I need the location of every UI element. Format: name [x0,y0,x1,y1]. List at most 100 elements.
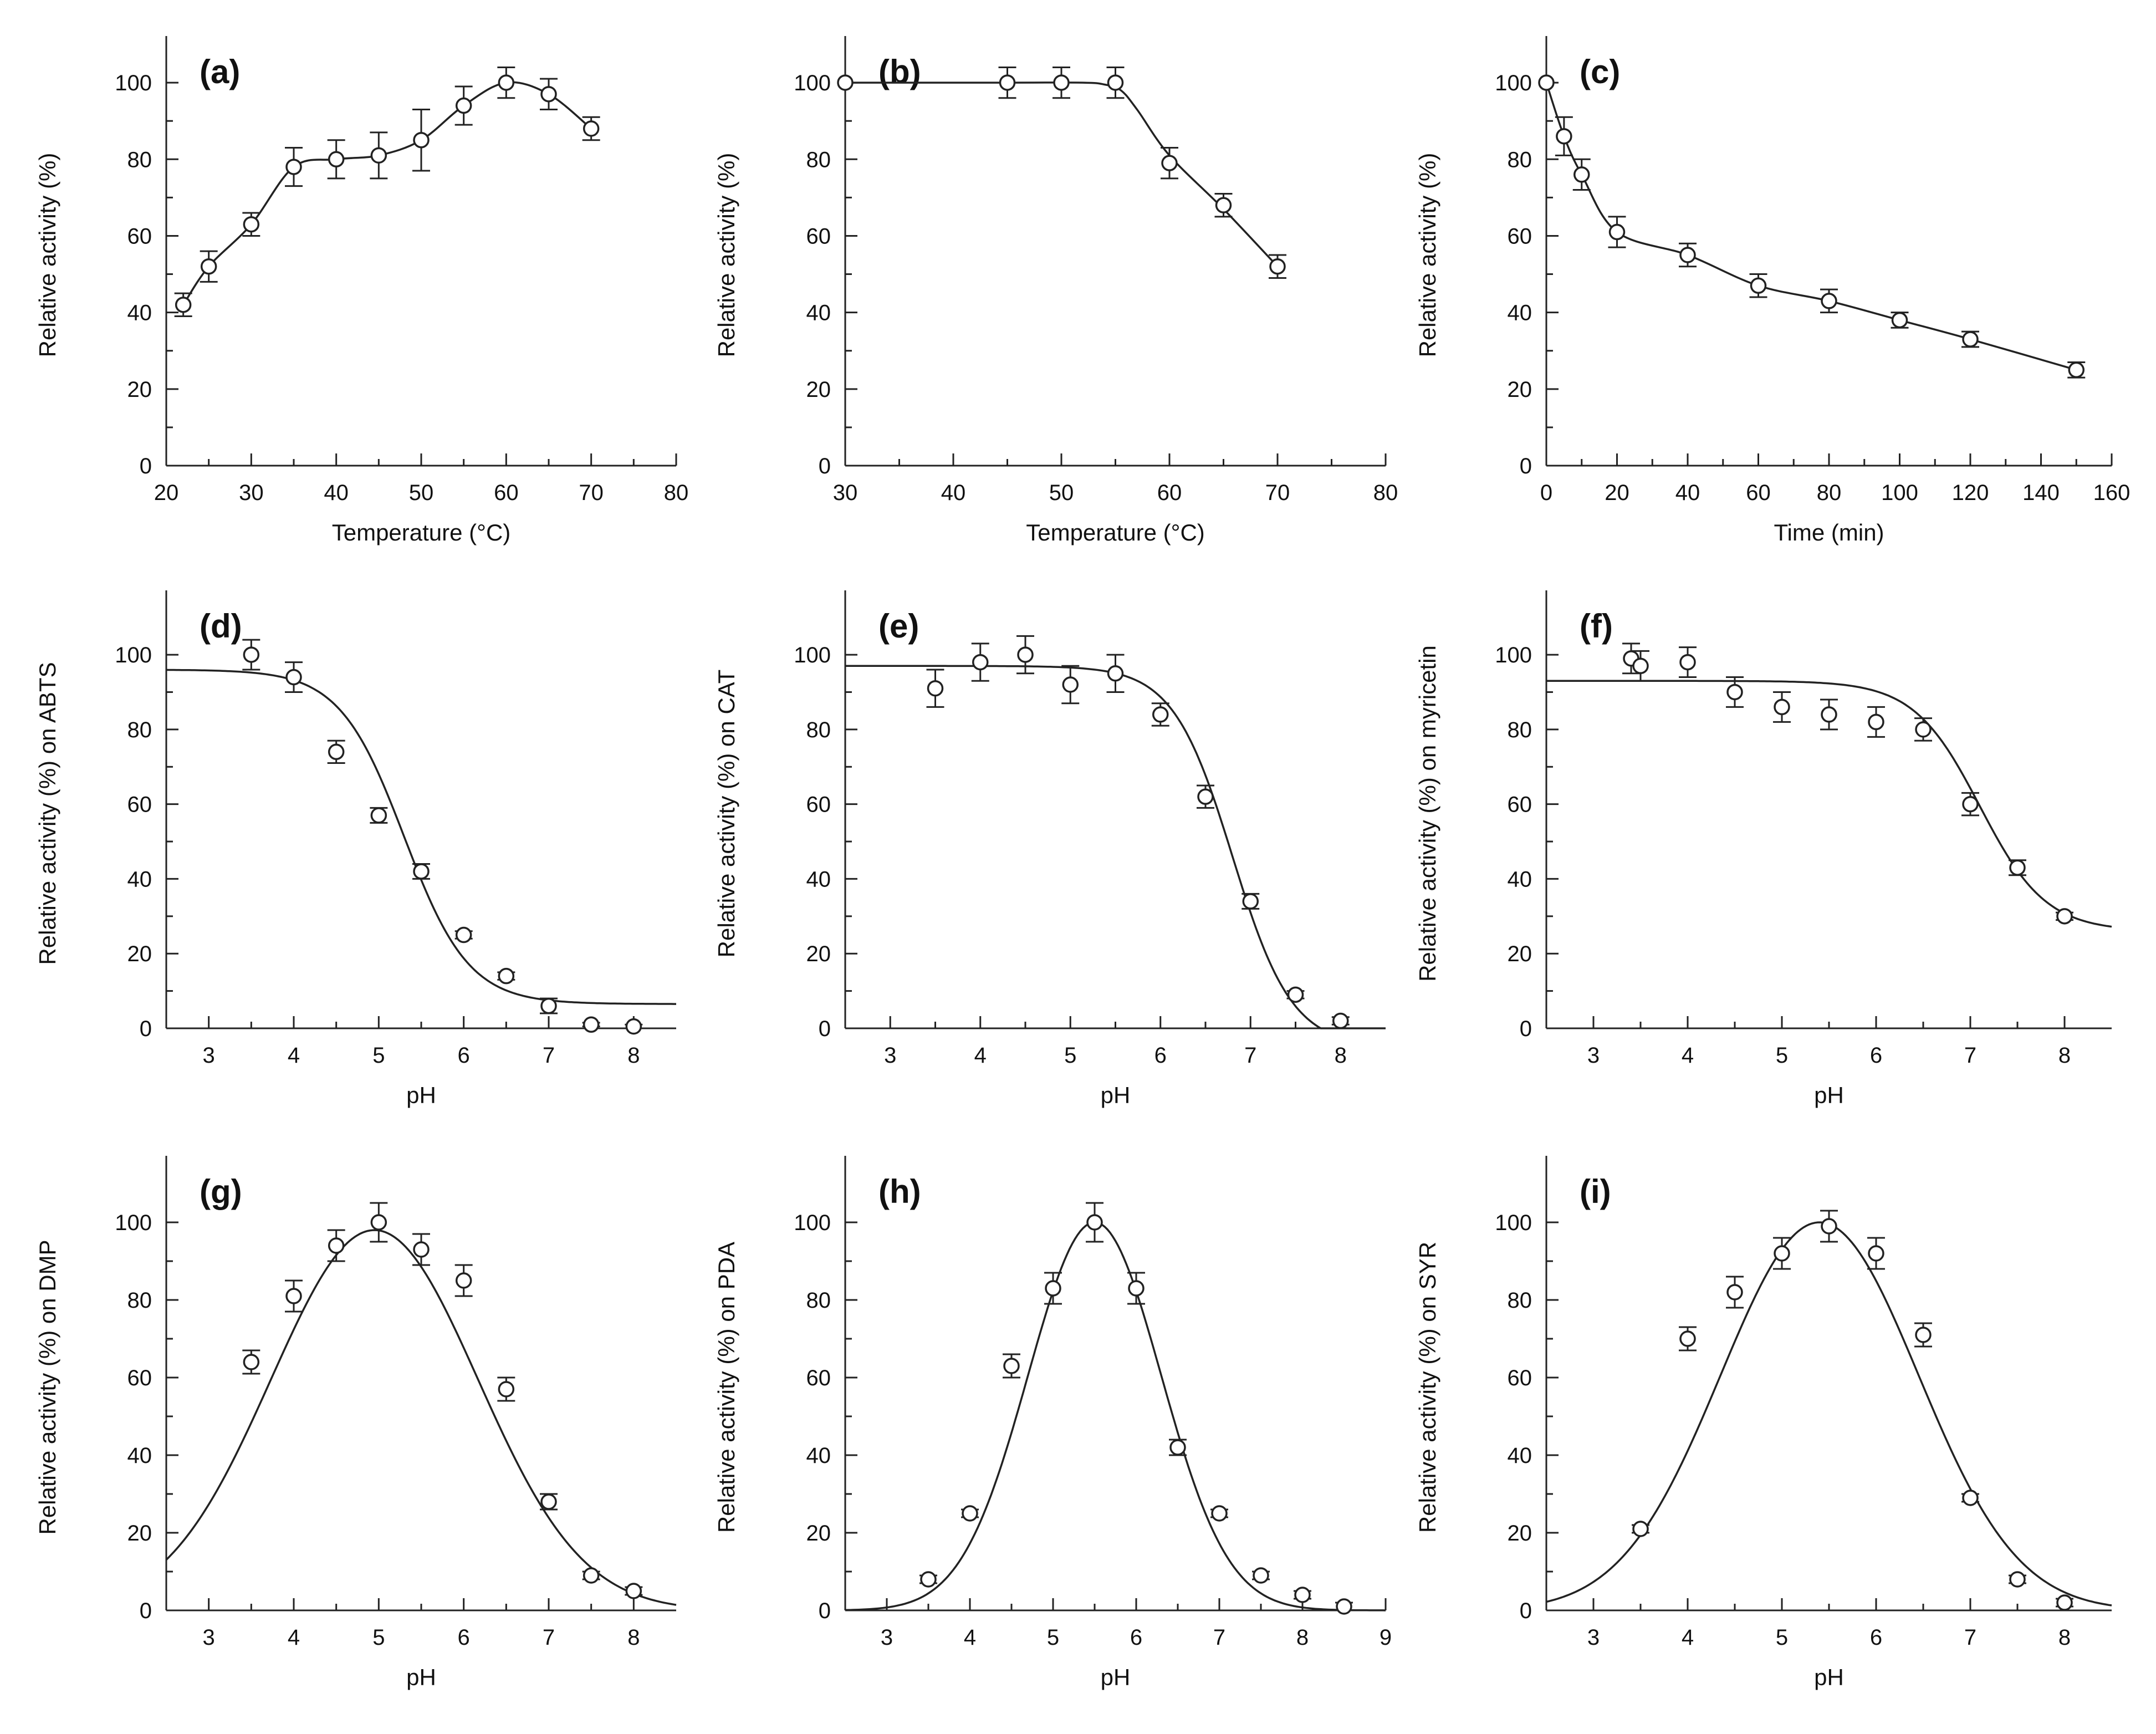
data-point [1608,223,1626,241]
y-tick-label: 20 [1508,378,1532,402]
y-axis-title: Relative activity (%) on DMP [34,1240,60,1534]
y-tick-label: 60 [127,793,152,817]
data-point [1017,646,1034,663]
panel-label: (d) [200,608,242,645]
data-point [243,216,260,233]
y-tick-label: 20 [127,1521,152,1546]
y-tick-label: 60 [1508,1366,1532,1390]
y-tick-label: 60 [806,1366,831,1390]
x-tick-label: 30 [833,481,858,505]
y-tick-label: 0 [819,1599,831,1623]
data-point [1107,74,1124,91]
y-tick-label: 80 [806,718,831,742]
data-point [1726,1284,1743,1300]
y-tick-label: 0 [819,1017,831,1041]
x-tick-label: 100 [1881,481,1918,505]
fit-curve [845,1221,1386,1611]
data-point [1294,1587,1311,1603]
y-tick-label: 80 [127,147,152,172]
x-tick-label: 3 [203,1625,215,1650]
x-axis-title: Temperature (°C) [1026,519,1205,545]
data-point [413,1241,430,1258]
data-point [1215,197,1232,213]
x-tick-label: 8 [1335,1043,1347,1068]
x-tick-label: 7 [1964,1043,1976,1068]
data-point [1891,312,1908,329]
fit-curve [1545,82,2077,371]
x-tick-label: 60 [494,481,519,505]
data-point [455,97,472,114]
panel-label: (g) [200,1173,242,1210]
x-tick-label: 6 [1870,1043,1882,1068]
y-axis-title: Relative activity (%) on myricetin [1414,645,1440,982]
data-point [920,1571,937,1588]
x-tick-label: 6 [1154,1043,1167,1068]
x-tick-label: 120 [1952,481,1989,505]
x-axis-title: pH [1101,1082,1131,1108]
data-point [1726,684,1743,701]
y-tick-label: 40 [127,301,152,325]
data-point [1962,1490,1979,1506]
data-point [1287,986,1304,1003]
data-point [1868,1245,1884,1262]
data-point [1679,247,1696,263]
x-tick-label: 70 [579,481,604,505]
data-point [1045,1280,1061,1297]
data-point [583,1567,600,1584]
x-tick-label: 6 [458,1043,470,1068]
y-tick-label: 20 [806,942,831,966]
data-point [1332,1012,1349,1029]
data-point [2009,859,2026,876]
fit-curve [166,669,676,1005]
x-tick-label: 5 [1064,1043,1076,1068]
y-tick-label: 40 [1508,301,1532,325]
data-point [1197,788,1214,805]
x-tick-label: 40 [1675,481,1700,505]
data-point [1774,1245,1790,1262]
x-axis-title: pH [1814,1082,1844,1108]
data-point [972,654,989,671]
y-tick-label: 80 [1508,718,1532,742]
data-point [1679,654,1696,671]
data-point [540,1493,557,1510]
x-tick-label: 5 [1047,1625,1059,1650]
data-point [1269,258,1286,275]
data-point [1679,1330,1696,1347]
data-point [1632,1521,1649,1537]
x-tick-label: 160 [2093,481,2131,505]
y-tick-label: 20 [1508,942,1532,966]
data-point [1062,676,1079,693]
fit-curve [182,81,592,305]
x-tick-label: 8 [627,1625,640,1650]
x-tick-label: 4 [1682,1043,1694,1068]
data-point [1573,166,1590,183]
x-tick-label: 9 [1380,1625,1392,1650]
data-point [1161,155,1178,171]
x-tick-label: 20 [1605,481,1629,505]
y-tick-label: 100 [1495,643,1532,667]
data-point [370,147,387,164]
y-tick-label: 100 [115,71,152,95]
x-tick-label: 7 [543,1043,555,1068]
y-tick-label: 0 [140,454,152,478]
data-point [583,1016,600,1033]
y-tick-label: 20 [127,942,152,966]
x-tick-label: 4 [288,1625,300,1650]
panel-b: 30 40 50 60 70 80 0 20 40 60 80 100 Temperature (°C)… [713,36,1398,545]
y-tick-label: 80 [806,147,831,172]
data-point [962,1505,978,1522]
data-point [999,74,1016,91]
data-point [1107,665,1124,682]
data-point [498,1381,515,1398]
x-tick-label: 0 [1540,481,1552,505]
y-tick-label: 60 [1508,224,1532,248]
x-axis-title: Time (min) [1774,519,1884,545]
y-tick-label: 60 [806,793,831,817]
data-point [285,1288,302,1304]
data-point [1821,293,1837,309]
data-point [1774,698,1790,716]
